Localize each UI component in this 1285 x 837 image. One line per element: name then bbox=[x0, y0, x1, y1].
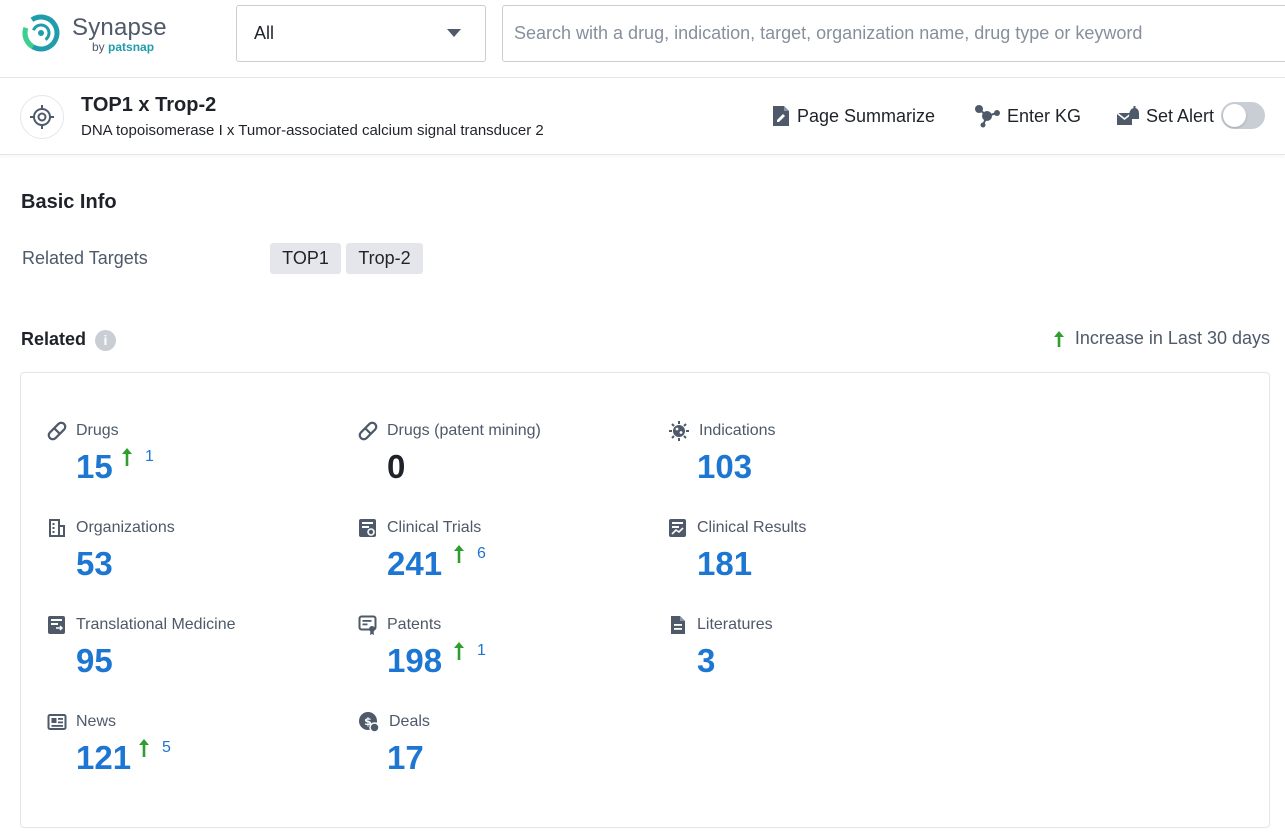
related-stats-card: Drugs 15 1 Drugs (patent mining) 0 bbox=[20, 372, 1270, 828]
stat-literatures[interactable]: Literatures 3 bbox=[668, 614, 968, 704]
stat-value: 198 bbox=[387, 642, 442, 680]
stat-label: Patents bbox=[387, 616, 441, 634]
target-chip-top1[interactable]: TOP1 bbox=[270, 243, 341, 274]
arrow-up-icon bbox=[121, 447, 133, 467]
logo-name: Synapse bbox=[72, 14, 167, 42]
knowledge-graph-icon bbox=[973, 104, 1001, 128]
stat-label: Clinical Trials bbox=[387, 519, 481, 537]
logo-byline: by patsnap bbox=[92, 40, 154, 54]
target-chip-trop2[interactable]: Trop-2 bbox=[346, 243, 423, 274]
stat-clinical-trials[interactable]: Clinical Trials 241 6 bbox=[358, 517, 658, 607]
related-targets-label: Related Targets bbox=[22, 248, 148, 269]
arrow-up-icon bbox=[1053, 330, 1065, 348]
set-alert-toggle[interactable] bbox=[1221, 102, 1265, 129]
stat-label: Clinical Results bbox=[697, 519, 806, 537]
enter-kg-button[interactable]: Enter KG bbox=[973, 103, 1081, 129]
stat-label: Translational Medicine bbox=[76, 616, 235, 634]
stat-drugs-patent-mining[interactable]: Drugs (patent mining) 0 bbox=[358, 420, 658, 510]
stat-clinical-results[interactable]: Clinical Results 181 bbox=[668, 517, 968, 607]
pill-icon bbox=[47, 421, 67, 441]
document-icon bbox=[668, 615, 688, 635]
stat-value: 181 bbox=[697, 545, 752, 583]
pill-icon bbox=[358, 421, 378, 441]
stat-label: News bbox=[76, 713, 116, 731]
stat-label: Deals bbox=[389, 713, 430, 731]
stat-label: Indications bbox=[699, 422, 776, 440]
virus-icon bbox=[668, 420, 690, 442]
stat-value: 103 bbox=[697, 448, 752, 486]
stat-value: 15 bbox=[76, 448, 113, 486]
stat-increase-value: 1 bbox=[145, 448, 154, 466]
arrow-up-icon bbox=[453, 544, 465, 564]
translational-medicine-icon bbox=[47, 615, 67, 635]
stat-increase-value: 6 bbox=[477, 545, 486, 563]
stat-increase: 5 bbox=[138, 738, 171, 758]
synapse-logo[interactable]: Synapse by patsnap bbox=[20, 12, 180, 58]
info-icon[interactable]: i bbox=[95, 330, 116, 351]
enter-kg-label: Enter KG bbox=[1007, 106, 1081, 127]
stat-value: 17 bbox=[387, 739, 424, 777]
stat-value: 0 bbox=[387, 448, 405, 486]
alert-mail-icon bbox=[1116, 105, 1140, 127]
stat-label: Literatures bbox=[697, 616, 773, 634]
stat-value: 241 bbox=[387, 545, 442, 583]
chart-document-icon bbox=[668, 518, 688, 538]
clinical-trial-icon bbox=[358, 518, 378, 538]
stat-indications[interactable]: Indications 103 bbox=[668, 420, 968, 510]
target-icon bbox=[20, 95, 64, 139]
toggle-knob bbox=[1223, 104, 1246, 127]
page-subtitle: DNA topoisomerase I x Tumor-associated c… bbox=[81, 122, 544, 139]
synapse-logo-icon bbox=[20, 12, 64, 56]
logo-by: by bbox=[92, 40, 105, 54]
stat-news[interactable]: News 121 5 bbox=[47, 711, 347, 801]
caret-down-icon bbox=[447, 29, 461, 37]
top-bar: Synapse by patsnap All bbox=[0, 0, 1285, 78]
search-scope-select[interactable]: All bbox=[236, 5, 486, 62]
stat-value: 53 bbox=[76, 545, 113, 583]
stat-value: 95 bbox=[76, 642, 113, 680]
stat-increase-value: 1 bbox=[477, 642, 486, 660]
stat-increase: 1 bbox=[121, 447, 154, 467]
building-icon bbox=[47, 518, 67, 538]
stat-increase: 6 bbox=[453, 544, 486, 564]
stat-label: Organizations bbox=[76, 519, 175, 537]
page-title: TOP1 x Trop-2 bbox=[81, 94, 216, 117]
arrow-up-icon bbox=[453, 641, 465, 661]
summarize-icon bbox=[771, 105, 791, 127]
stat-increase: 1 bbox=[453, 641, 486, 661]
page-summarize-label: Page Summarize bbox=[797, 106, 935, 127]
stat-drugs[interactable]: Drugs 15 1 bbox=[47, 420, 347, 510]
basic-info-title: Basic Info bbox=[21, 191, 117, 214]
patent-icon bbox=[358, 615, 378, 635]
increase-legend-label: Increase in Last 30 days bbox=[1075, 328, 1270, 349]
related-title: Related bbox=[21, 329, 86, 350]
stat-label: Drugs (patent mining) bbox=[387, 422, 541, 440]
set-alert-button[interactable]: Set Alert bbox=[1116, 103, 1214, 129]
stat-increase-value: 5 bbox=[162, 739, 171, 757]
stat-value: 121 bbox=[76, 739, 131, 777]
increase-legend: Increase in Last 30 days bbox=[1053, 328, 1270, 349]
arrow-up-icon bbox=[138, 738, 150, 758]
page-summarize-button[interactable]: Page Summarize bbox=[771, 103, 935, 129]
stat-organizations[interactable]: Organizations 53 bbox=[47, 517, 347, 607]
search-input[interactable] bbox=[502, 5, 1285, 62]
stat-value: 3 bbox=[697, 642, 715, 680]
stat-translational-medicine[interactable]: Translational Medicine 95 bbox=[47, 614, 347, 704]
deal-icon: $ bbox=[358, 711, 380, 733]
logo-brand: patsnap bbox=[108, 40, 154, 54]
stat-deals[interactable]: $ Deals 17 bbox=[358, 711, 658, 801]
newspaper-icon bbox=[47, 712, 67, 732]
search-scope-value: All bbox=[254, 23, 274, 44]
entity-header: TOP1 x Trop-2 DNA topoisomerase I x Tumo… bbox=[0, 78, 1285, 155]
stat-label: Drugs bbox=[76, 422, 119, 440]
set-alert-label: Set Alert bbox=[1146, 106, 1214, 127]
stat-patents[interactable]: Patents 198 1 bbox=[358, 614, 658, 704]
